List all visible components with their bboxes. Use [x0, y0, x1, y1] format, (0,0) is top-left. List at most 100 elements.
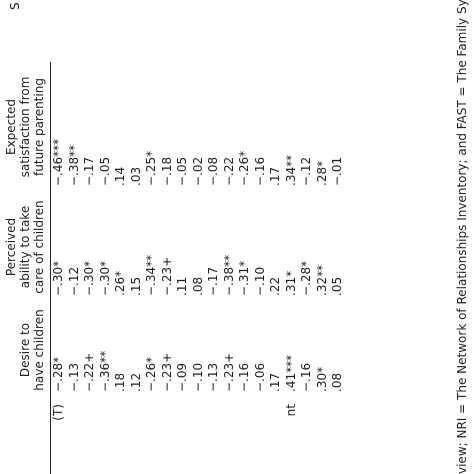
cell: −.12 [299, 156, 313, 186]
cell: .17 [268, 372, 282, 392]
table-row: −.06 −.10 −.16 [253, 62, 269, 474]
cell: −.09 [175, 362, 189, 392]
cell: −.05 [97, 156, 112, 186]
row-label-cell [144, 398, 160, 474]
cell: −.08 [206, 156, 220, 186]
cell: −.23+ [221, 352, 236, 392]
cell: −.36** [97, 350, 112, 392]
cell: −.05 [175, 156, 189, 186]
row-label-cell [191, 398, 207, 474]
cell: −.23+ [159, 352, 174, 392]
cell: −.06 [252, 362, 267, 392]
cell: .15 [128, 276, 143, 296]
cell: −.46*** [51, 138, 65, 186]
cell: −.30* [51, 260, 65, 296]
row-label: nt [283, 404, 298, 417]
cell: −.28* [51, 356, 65, 392]
table-row: .08 .05 −.01 [330, 62, 346, 474]
row-label-cell [67, 398, 83, 474]
table-row: .17 .22 .17 [268, 62, 284, 474]
side-text: S [8, 2, 22, 10]
cell: −.17 [82, 156, 96, 186]
cell: .11 [175, 276, 189, 296]
row-label-cell [222, 398, 238, 474]
cell: .03 [128, 166, 143, 186]
cell: .28* [314, 160, 329, 186]
cell: .05 [330, 276, 344, 296]
footnote: view; NRI = The Network of Relationships… [455, 0, 469, 474]
table-row: −.26* −.34** −.25* [144, 62, 160, 474]
table-row: −.09 .11 −.05 [175, 62, 191, 474]
cell: .26* [113, 270, 127, 296]
cell: −.23+ [159, 256, 174, 296]
cell: .34** [283, 154, 298, 186]
row-label: (T) [51, 404, 65, 421]
row-label-cell [253, 398, 269, 474]
cell: −.02 [190, 156, 205, 186]
cell: .31* [283, 270, 298, 296]
row-label-cell [315, 398, 331, 474]
cell: .32** [314, 264, 329, 296]
row-label-cell [175, 398, 191, 474]
row-label-cell [206, 398, 222, 474]
column-header: Desire to have children [18, 309, 46, 391]
cell: −.22+ [82, 352, 96, 392]
table-row: −.23+ −.38** −.22 [222, 62, 238, 474]
table-row: −.36** −.30* −.05 [98, 62, 114, 474]
cell: −.34** [144, 254, 158, 296]
table-row: −.10 .08 −.02 [191, 62, 207, 474]
cell: −.13 [206, 362, 220, 392]
cell: .30* [314, 366, 329, 392]
cell: −.38** [66, 144, 81, 186]
cell: −.16 [299, 362, 313, 392]
row-label-cell [129, 398, 145, 474]
table-row: −.23+ −.23+ −.18 [160, 62, 176, 474]
cell: −.31* [237, 260, 251, 296]
cell: −.28* [299, 260, 313, 296]
row-label-cell [113, 398, 129, 474]
table-row: −.16 −.28* −.12 [299, 62, 315, 474]
cell: −.22 [221, 156, 236, 186]
cell: .41*** [283, 354, 298, 392]
cell: −.25* [144, 150, 158, 186]
column-header: Perceived ability to take care of childr… [4, 200, 46, 294]
cell: −.18 [159, 156, 174, 186]
cell: −.26* [237, 150, 251, 186]
cell: −.30* [82, 260, 96, 296]
cell: −.16 [237, 362, 251, 392]
cell: −.10 [252, 266, 267, 296]
cell: .18 [113, 372, 127, 392]
header-row: Desire to have children Perceived ability… [0, 62, 51, 474]
row-label-cell [237, 398, 253, 474]
cell: .22 [268, 276, 282, 296]
cell: −.17 [206, 266, 220, 296]
cell: −.16 [252, 156, 267, 186]
cell: −.38** [221, 254, 236, 296]
table-row: −.13 −.17 −.08 [206, 62, 222, 474]
cell: .17 [268, 166, 282, 186]
row-label-cell [82, 398, 98, 474]
row-label-cell [98, 398, 114, 474]
row-label-cell [160, 398, 176, 474]
cell: .12 [128, 372, 143, 392]
cell: −.13 [66, 362, 81, 392]
table-row: .18 .26* .14 [113, 62, 129, 474]
row-label-cell [299, 398, 315, 474]
table-row: nt .41*** .31* .34** [284, 62, 300, 474]
row-label-cell [330, 398, 346, 474]
table-row: −.13 −.12 −.38** [67, 62, 83, 474]
correlation-table: Desire to have children Perceived ability… [0, 62, 346, 474]
cell: −.12 [66, 266, 81, 296]
cell: −.26* [144, 356, 158, 392]
cell: .14 [113, 166, 127, 186]
corner [0, 398, 51, 474]
table-row: −.16 −.31* −.26* [237, 62, 253, 474]
cell: −.10 [190, 362, 205, 392]
cell: −.30* [97, 260, 112, 296]
cell: .08 [190, 276, 205, 296]
table-row: (T) −.28* −.30* −.46*** [51, 62, 67, 474]
table-row: −.22+ −.30* −.17 [82, 62, 98, 474]
table-row: .30* .32** .28* [315, 62, 331, 474]
